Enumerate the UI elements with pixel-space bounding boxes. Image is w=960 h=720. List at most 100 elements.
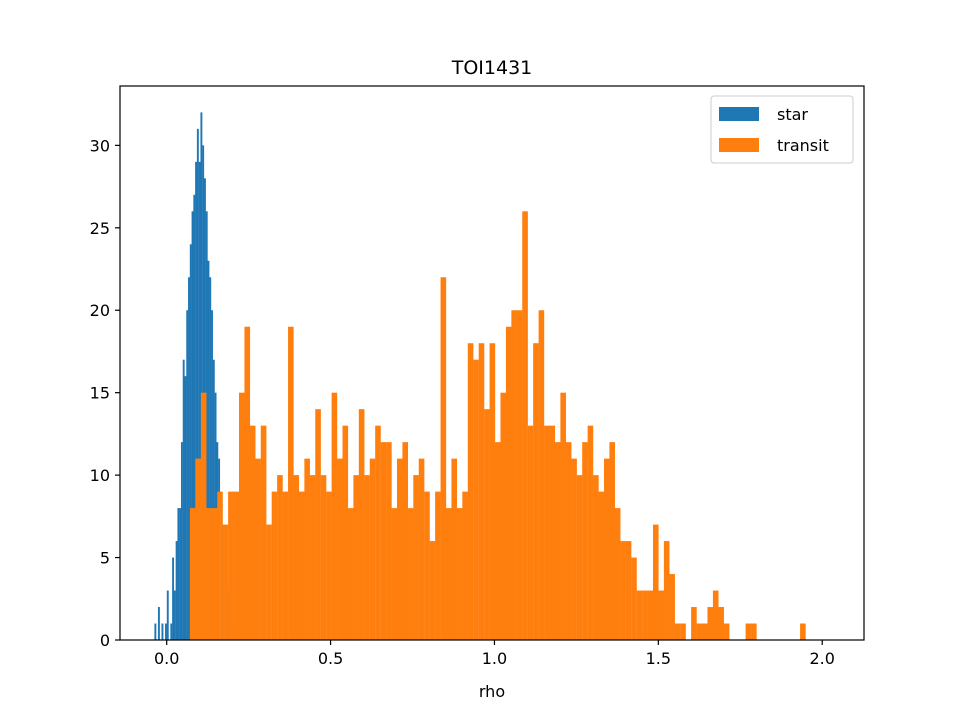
star-bar	[211, 310, 213, 640]
star-bar	[193, 194, 196, 640]
transit-bar	[435, 491, 441, 640]
transit-bar	[396, 458, 403, 640]
transit-bar	[691, 607, 697, 640]
transit-bar	[407, 508, 414, 640]
transit-bar	[800, 623, 806, 640]
transit-bar	[206, 508, 212, 640]
transit-bar	[680, 623, 686, 640]
star-bar	[198, 161, 201, 640]
transit-bar	[369, 458, 376, 640]
star-bar	[180, 442, 183, 640]
transit-bar	[228, 491, 234, 640]
y-tick-label: 0	[100, 631, 110, 650]
transit-bar	[266, 524, 272, 640]
transit-bar	[440, 277, 447, 640]
y-tick-label: 30	[90, 136, 110, 155]
transit-bar	[331, 392, 338, 640]
transit-bar	[702, 623, 708, 640]
transit-bar	[260, 425, 267, 640]
star-bar	[170, 623, 173, 640]
star-bar	[205, 211, 208, 640]
star-bar	[173, 590, 176, 640]
transit-bar	[669, 574, 675, 640]
star-bar	[207, 260, 210, 640]
transit-bar	[358, 409, 365, 640]
y-axis: 0 5 10 15 20 25 30	[90, 136, 120, 650]
transit-bar	[723, 623, 730, 640]
transit-bar	[636, 590, 643, 640]
x-tick-label: 1.0	[482, 649, 507, 668]
star-bar	[212, 359, 215, 640]
star-bar	[154, 623, 157, 640]
transit-bar	[429, 541, 436, 640]
transit-bar	[282, 491, 289, 640]
transit-bar	[293, 475, 300, 640]
star-bar	[189, 244, 192, 641]
y-tick-label: 15	[90, 384, 110, 403]
y-tick-label: 10	[90, 466, 110, 485]
legend: star transit	[710, 95, 854, 164]
star-bar	[186, 310, 189, 640]
transit-bar	[484, 409, 490, 640]
transit-bar	[560, 392, 566, 640]
transit-bars	[189, 211, 806, 640]
transit-bar	[402, 442, 409, 640]
star-bar	[209, 277, 212, 640]
transit-bar	[658, 590, 665, 640]
transit-bar	[707, 607, 714, 640]
transit-bar	[342, 425, 349, 640]
legend-label-star: star	[777, 105, 808, 124]
transit-bar	[375, 425, 381, 640]
star-bar	[179, 508, 182, 640]
transit-bar	[462, 491, 468, 640]
transit-bar	[413, 475, 419, 640]
star-bar	[175, 541, 178, 640]
transit-bar	[505, 326, 512, 640]
transit-bar	[380, 442, 387, 640]
star-bar	[177, 508, 180, 640]
transit-bar	[347, 508, 354, 640]
transit-bar	[200, 392, 207, 640]
star-bar	[172, 557, 175, 640]
star-bar	[166, 590, 169, 640]
transit-bar	[315, 409, 321, 640]
transit-bar	[478, 343, 485, 640]
transit-bar	[511, 310, 517, 640]
transit-bar	[625, 541, 632, 640]
transit-bar	[527, 425, 534, 640]
legend-label-transit: transit	[777, 136, 829, 155]
star-bar	[157, 607, 160, 640]
transit-bar	[674, 623, 681, 640]
legend-swatch-transit	[719, 138, 759, 152]
transit-bar	[576, 475, 583, 640]
transit-bar	[364, 475, 370, 640]
transit-bar	[456, 508, 463, 640]
transit-bar	[489, 343, 496, 640]
transit-bar	[522, 211, 528, 640]
transit-bar	[712, 590, 719, 640]
transit-bar	[249, 425, 256, 640]
transit-bar	[255, 458, 261, 640]
transit-bar	[642, 590, 648, 640]
transit-bar	[298, 491, 305, 640]
transit-bar	[467, 343, 474, 640]
transit-bar	[309, 475, 316, 640]
transit-bar	[500, 392, 507, 640]
transit-bar	[451, 458, 458, 640]
transit-bar	[277, 475, 283, 640]
transit-bar	[217, 491, 223, 640]
transit-bar	[195, 458, 202, 640]
transit-bar	[391, 508, 398, 640]
transit-bar	[418, 458, 425, 640]
star-bar	[165, 623, 167, 640]
transit-bar	[239, 392, 245, 640]
x-tick-label: 2.0	[809, 649, 834, 668]
transit-bar	[631, 557, 637, 640]
transit-bar	[565, 442, 572, 640]
transit-bar	[473, 359, 479, 640]
transit-bar	[533, 343, 539, 640]
transit-bar	[516, 310, 523, 640]
chart-title: TOI1431	[451, 57, 533, 79]
transit-bar	[696, 623, 703, 640]
